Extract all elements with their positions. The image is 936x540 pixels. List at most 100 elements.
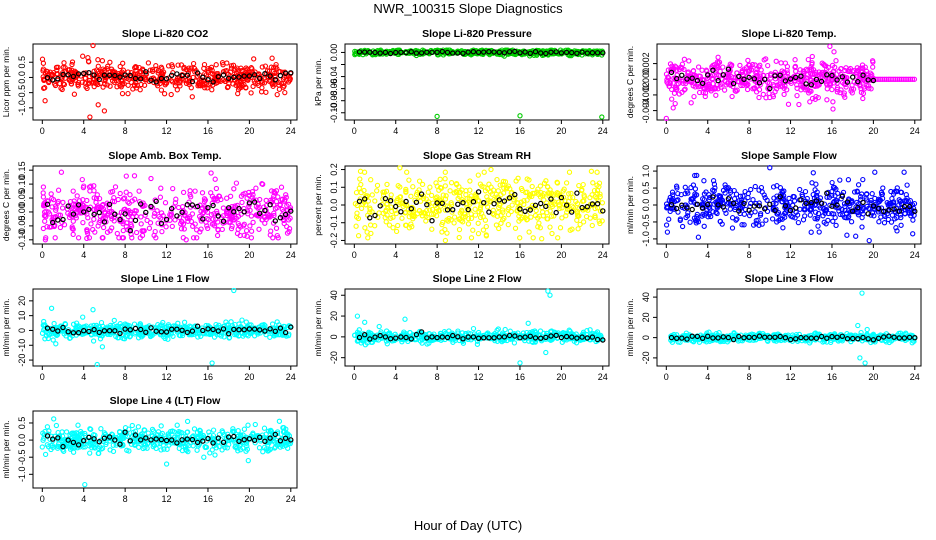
mean-point [532,335,539,341]
data-point [105,63,111,69]
data-point [756,187,762,193]
data-point [594,187,601,194]
data-point [132,65,138,71]
data-point [69,77,76,83]
data-point [475,172,481,178]
data-point [408,333,414,340]
mean-point [850,208,856,214]
data-point [459,209,465,215]
y-tick-label: 0.0 [17,71,27,84]
data-point [544,216,550,222]
data-point [512,195,518,201]
data-point [587,194,593,201]
data-point [746,62,752,68]
data-point [209,193,216,199]
data-point [770,82,777,88]
data-point [50,337,56,343]
data-point [265,73,271,80]
data-point [435,207,442,214]
mean-point [501,334,508,340]
data-point [581,192,587,198]
series-points [352,165,606,244]
data-point [436,187,442,193]
data-point [212,176,218,182]
mean-point [694,201,701,207]
data-point [690,83,696,89]
data-point [710,178,717,184]
x-tick-label: 24 [286,372,296,382]
data-point [574,200,581,207]
x-tick-label: 16 [203,250,213,260]
mean-points [44,69,294,85]
data-point [158,87,165,93]
data-point [273,198,280,205]
data-point [599,218,605,224]
data-point [256,324,262,330]
data-point [42,98,48,104]
data-point [120,227,126,234]
mean-point [496,197,502,203]
data-point [259,64,265,70]
data-point [833,222,839,229]
mean-point [257,210,263,216]
mean-point [532,49,539,55]
data-point [885,202,891,208]
series-points [663,43,918,122]
mean-point [543,203,549,210]
data-point [110,68,116,74]
x-tick-label: 24 [598,372,608,382]
mean-point [382,334,389,340]
panel-title: Slope Li-820 CO2 [122,28,209,40]
data-point [722,78,728,84]
data-point [389,208,395,215]
data-point [757,210,764,217]
mean-point [174,326,180,332]
data-point [141,228,147,234]
data-point [719,197,726,203]
mean-point [538,50,544,56]
mean-point [772,73,778,79]
mean-point [527,50,534,57]
mean-point [465,206,471,213]
data-point [45,72,51,78]
data-point [772,89,778,95]
mean-point [705,72,711,78]
mean-point [112,211,118,217]
data-point [868,86,874,92]
mean-point [694,77,701,84]
mean-point [55,328,61,334]
mean-point [122,72,128,78]
data-point [688,184,694,191]
panel-frame [32,43,298,121]
mean-point [210,79,216,85]
data-point [386,222,393,228]
outlier-point [695,234,702,240]
data-point [406,177,412,183]
data-point [702,93,708,100]
mean-point [387,336,394,342]
outlier-point [99,344,106,350]
data-point [859,191,865,197]
mean-point [220,326,227,332]
mean-point [148,203,154,210]
data-point [830,99,836,105]
data-point [756,222,762,228]
outlier-point [53,341,59,347]
data-point [106,325,113,331]
data-point [771,195,777,201]
data-point [82,75,89,81]
data-point [269,321,276,327]
mean-point [767,201,773,207]
data-point [58,85,64,91]
data-point [790,193,796,200]
mean-point [532,202,539,208]
panel-frame [656,288,922,367]
data-point [95,223,101,229]
data-point [120,67,127,73]
data-point [403,188,409,194]
mean-point [600,50,606,56]
data-point [894,335,900,341]
data-point [244,208,251,214]
x-tick-label: 4 [81,250,86,260]
data-point [859,224,865,230]
